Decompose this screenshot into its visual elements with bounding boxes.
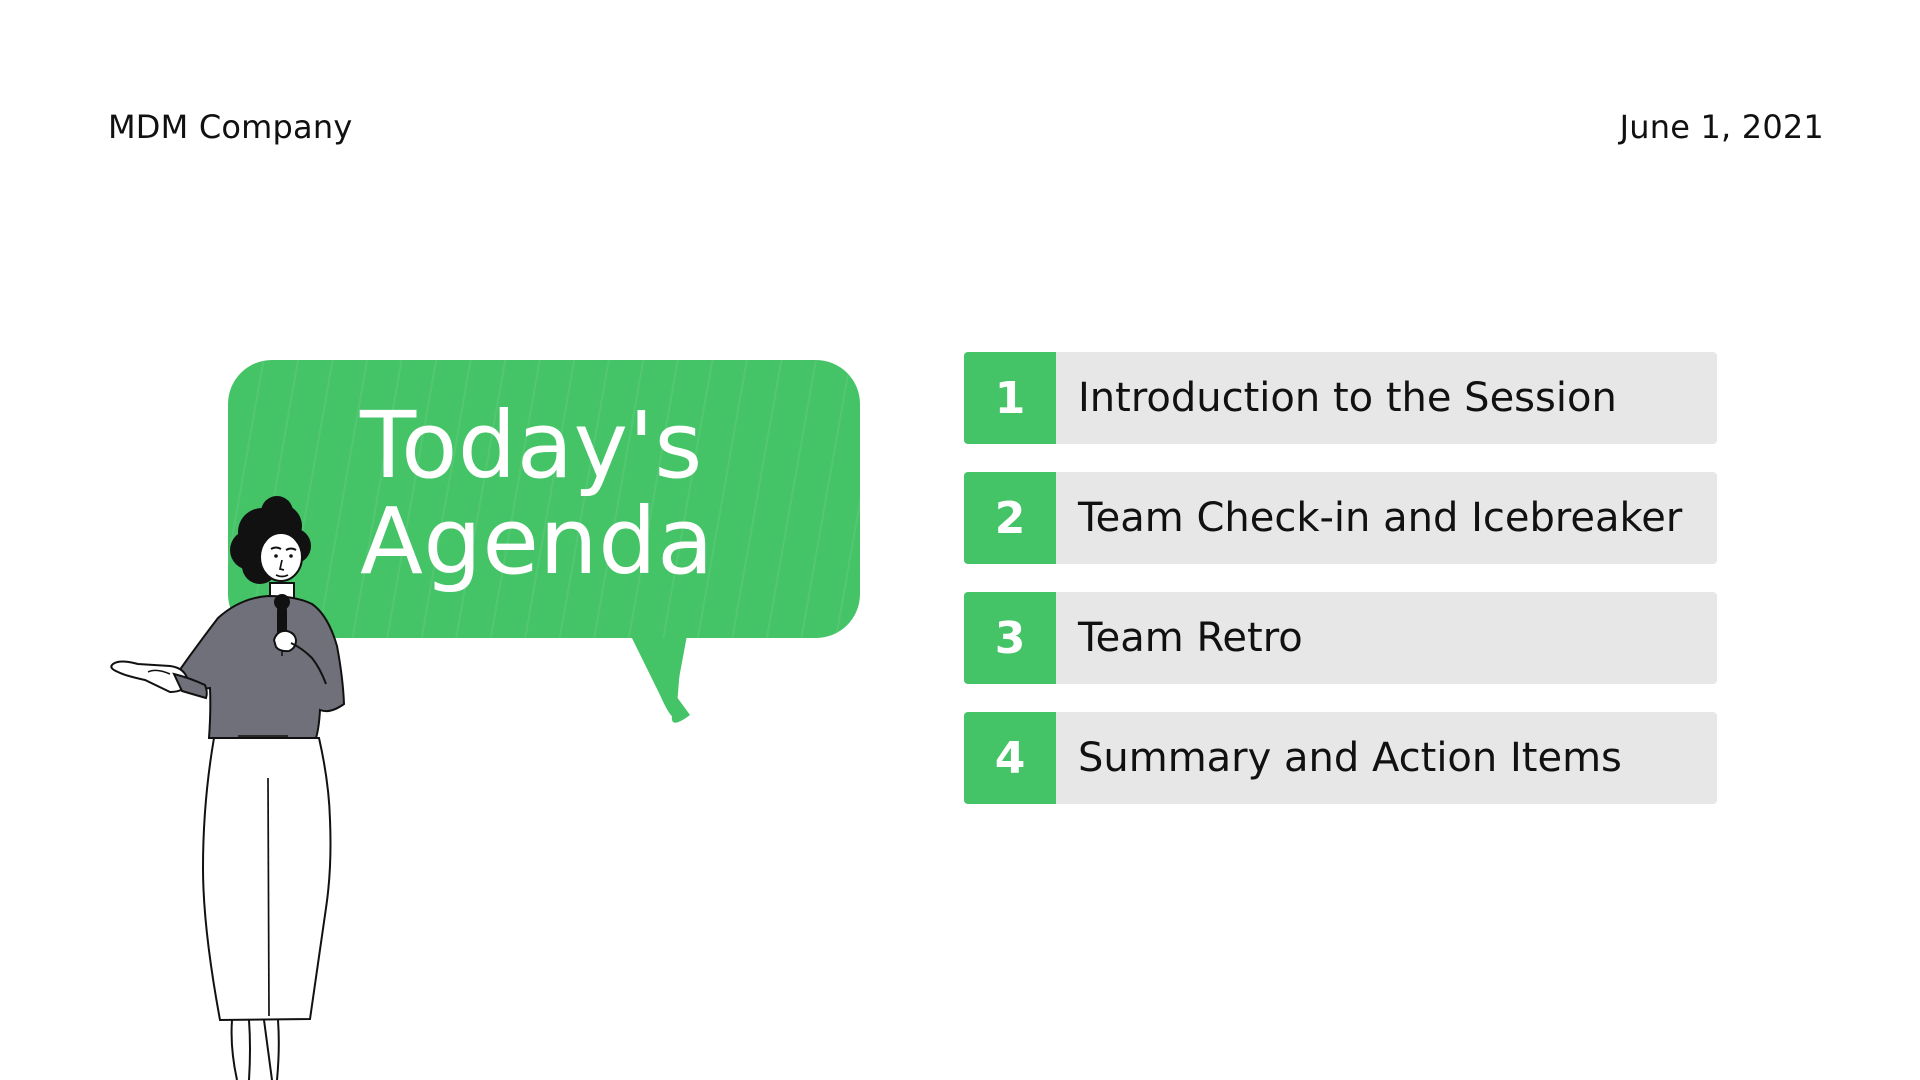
- agenda-title-bubble: [228, 360, 860, 638]
- date-label: June 1, 2021: [1619, 108, 1824, 146]
- agenda-title-line-1: Today's: [360, 392, 703, 499]
- bubble-texture: [228, 360, 860, 638]
- agenda-title-line-2: Agenda: [360, 488, 715, 595]
- agenda-item-label: Team Retro: [1078, 615, 1303, 661]
- presenter-illustration: [110, 496, 346, 1080]
- agenda-item-2: 2 Team Check-in and Icebreaker: [964, 472, 1717, 564]
- agenda-item-number: 3: [964, 592, 1056, 684]
- agenda-item-4: 4 Summary and Action Items: [964, 712, 1717, 804]
- agenda-title: Today's Agenda: [360, 398, 780, 590]
- agenda-item-3: 3 Team Retro: [964, 592, 1717, 684]
- agenda-item-label: Summary and Action Items: [1078, 735, 1622, 781]
- agenda-item-number: 1: [964, 352, 1056, 444]
- agenda-item-number: 2: [964, 472, 1056, 564]
- agenda-item-label: Introduction to the Session: [1078, 375, 1617, 421]
- agenda-item-number: 4: [964, 712, 1056, 804]
- agenda-item-label: Team Check-in and Icebreaker: [1078, 495, 1683, 541]
- agenda-item-1: 1 Introduction to the Session: [964, 352, 1717, 444]
- company-name: MDM Company: [108, 108, 353, 146]
- agenda-list: 1 Introduction to the Session 2 Team Che…: [964, 352, 1717, 832]
